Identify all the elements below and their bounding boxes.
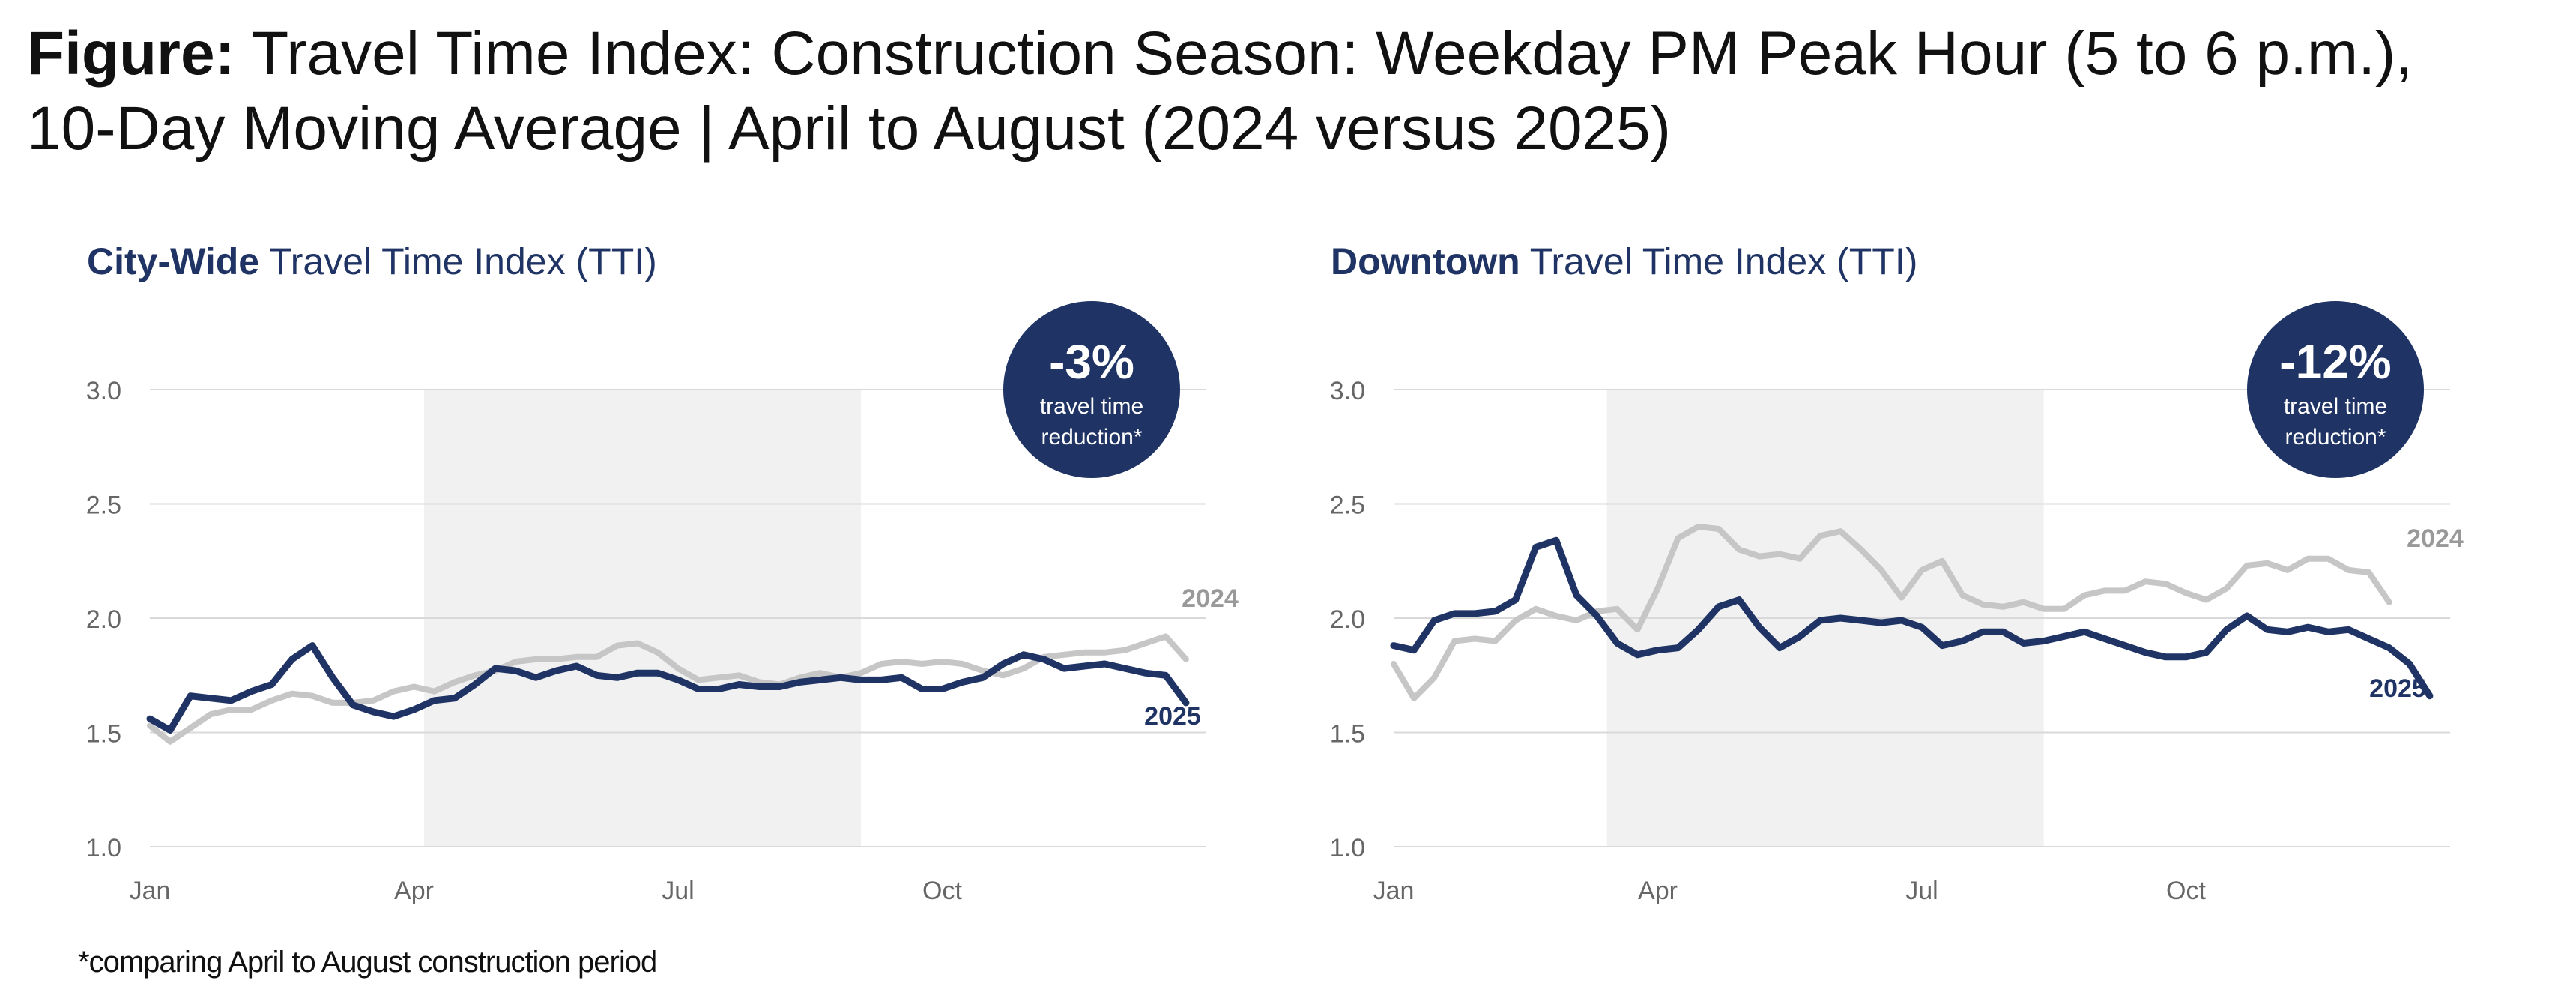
series-label-2024: 2024 [1182, 584, 1239, 613]
y-tick-label: 3.0 [1330, 377, 1365, 405]
chart-title-bold: Downtown [1331, 241, 1520, 282]
y-tick-label: 1.5 [1330, 720, 1365, 749]
reduction-badge [1003, 301, 1180, 478]
figure-title-line1: Travel Time Index: Construction Season: … [235, 19, 2413, 88]
series-line-2024 [147, 633, 1189, 745]
city-wide-chart: City-Wide Travel Time Index (TTI) 1.0 1.5… [82, 225, 1311, 944]
series-label-2024: 2024 [2407, 524, 2464, 553]
city-wide-plot: 1.0 1.5 2.0 2.5 3.0 Jan Apr Jul Oct 2024 2025 -3% tr… [86, 301, 1239, 905]
badge-value: -3% [1049, 335, 1134, 389]
series-label-2025: 2025 [1144, 702, 1201, 731]
figure-title-prefix: Figure: [27, 19, 235, 88]
y-tick-label: 1.0 [1330, 834, 1365, 862]
x-tick-label: Jan [1373, 877, 1415, 905]
badge-text-line2: reduction* [2285, 425, 2386, 450]
y-tick-label: 1.0 [86, 834, 121, 862]
y-tick-label: 2.0 [86, 605, 121, 634]
x-tick-label: Apr [1638, 877, 1678, 905]
x-tick-label: Oct [2166, 877, 2206, 905]
y-tick-label: 2.5 [86, 492, 121, 520]
x-tick-label: Apr [394, 877, 434, 905]
x-tick-label: Jan [130, 877, 171, 905]
y-tick-label: 3.0 [86, 377, 121, 405]
figure-title: Figure: Travel Time Index: Construction … [27, 16, 2560, 166]
badge-text-line1: travel time [2284, 394, 2387, 419]
footnote: *comparing April to August construction … [78, 946, 657, 979]
x-tick-label: Oct [922, 877, 962, 905]
badge-text-line2: reduction* [1041, 425, 1142, 450]
x-tick-label: Jul [1905, 877, 1938, 905]
series-line-2025 [1390, 536, 2434, 700]
chart-title: City-Wide Travel Time Index (TTI) [87, 240, 657, 283]
chart-title-rest: Travel Time Index (TTI) [259, 241, 657, 282]
badge-text-line1: travel time [1040, 394, 1143, 419]
series-line-2025 [146, 642, 1190, 734]
figure-title-line2: 10-Day Moving Average | April to August … [27, 94, 1672, 163]
y-tick-label: 1.5 [86, 720, 121, 749]
chart-title-bold: City-Wide [87, 241, 260, 282]
downtown-plot: 1.0 1.5 2.0 2.5 3.0 Jan Apr Jul Oct 2024 2025 -12% t… [1330, 301, 2464, 905]
y-tick-label: 2.0 [1330, 605, 1365, 634]
x-tick-label: Jul [662, 877, 694, 905]
reduction-badge [2247, 301, 2424, 478]
series-label-2025: 2025 [2369, 674, 2426, 703]
downtown-chart: Downtown Travel Time Index (TTI) 1.0 1.5 2… [1326, 225, 2555, 944]
chart-title: Downtown Travel Time Index (TTI) [1331, 240, 1917, 283]
badge-value: -12% [2279, 335, 2391, 389]
y-tick-label: 2.5 [1330, 492, 1365, 520]
series-line-2024 [1391, 524, 2392, 701]
chart-title-rest: Travel Time Index (TTI) [1520, 241, 1918, 282]
